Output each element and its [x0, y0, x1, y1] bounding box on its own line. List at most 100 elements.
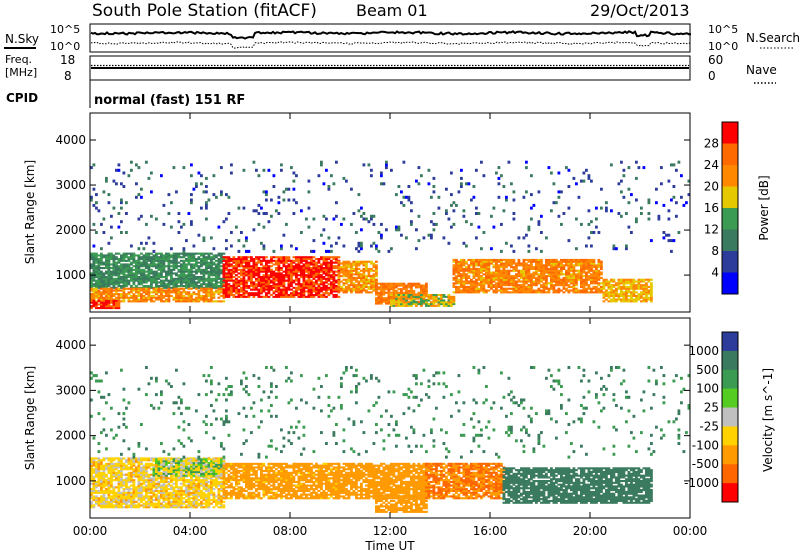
heatmap-cell — [480, 258, 483, 261]
heatmap-cell — [280, 285, 283, 288]
heatmap-cell — [225, 217, 228, 221]
heatmap-cell — [307, 277, 311, 280]
heatmap-cell — [300, 290, 303, 293]
heatmap-cell — [112, 488, 116, 491]
heatmap-cell — [447, 217, 451, 221]
heatmap-cell — [177, 298, 181, 301]
heatmap-cell — [362, 260, 366, 263]
heatmap-cell — [90, 470, 93, 473]
heatmap-cell — [602, 285, 606, 288]
heatmap-cell — [627, 289, 631, 292]
heatmap-cell — [197, 289, 201, 292]
heatmap-cell — [132, 499, 136, 502]
heatmap-cell — [377, 286, 381, 289]
heatmap-cell — [315, 276, 318, 279]
heatmap-cell — [217, 252, 221, 255]
heatmap-cell — [307, 258, 311, 261]
heatmap-cell — [517, 262, 521, 265]
heatmap-cell — [522, 269, 526, 272]
heatmap-cell — [305, 286, 308, 289]
heatmap-cell — [142, 270, 146, 273]
heatmap-cell — [335, 201, 338, 205]
heatmap-cell — [132, 252, 136, 255]
heatmap-cell — [222, 277, 226, 280]
heatmap-cell — [195, 298, 198, 301]
heatmap-cell — [210, 259, 213, 262]
heatmap-cell — [150, 265, 153, 268]
heatmap-cell — [292, 270, 296, 273]
heatmap-cell — [202, 274, 206, 277]
heatmap-cell — [190, 254, 193, 257]
heatmap-cell — [607, 282, 611, 285]
heatmap-cell — [490, 284, 493, 287]
heatmap-cell — [562, 276, 566, 279]
heatmap-cell — [470, 280, 473, 283]
heatmap-cell — [602, 293, 606, 296]
heatmap-cell — [110, 281, 113, 284]
heatmap-cell — [362, 280, 366, 283]
heatmap-cell — [245, 239, 248, 243]
heatmap-cell — [172, 287, 176, 290]
heatmap-cell — [187, 259, 191, 262]
heatmap-cell — [555, 275, 558, 278]
heatmap-cell — [340, 267, 343, 270]
heatmap-cell — [275, 277, 278, 280]
heatmap-cell — [535, 284, 538, 287]
heatmap-cell — [130, 471, 133, 474]
heatmap-cell — [170, 225, 173, 229]
heatmap-cell — [165, 259, 168, 262]
heatmap-cell — [145, 296, 148, 299]
heatmap-cell — [342, 284, 346, 287]
heatmap-cell — [150, 256, 153, 259]
heatmap-cell — [562, 284, 566, 287]
heatmap-cell — [160, 293, 163, 296]
heatmap-cell — [465, 262, 468, 265]
heatmap-cell — [95, 261, 98, 264]
heatmap-cell — [452, 258, 456, 261]
heatmap-cell — [132, 479, 136, 482]
heatmap-cell — [462, 260, 466, 263]
heatmap-cell — [117, 252, 121, 255]
heatmap-cell — [97, 499, 101, 502]
heatmap-cell — [630, 291, 633, 294]
heatmap-cell — [205, 258, 208, 261]
heatmap-cell — [247, 263, 251, 266]
heatmap-cell — [242, 288, 246, 291]
heatmap-cell — [262, 225, 266, 229]
heatmap-cell — [182, 274, 186, 277]
heatmap-cell — [310, 267, 313, 270]
heatmap-cell — [255, 294, 258, 297]
heatmap-cell — [420, 303, 423, 306]
heatmap-cell — [300, 256, 303, 259]
heatmap-cell — [565, 264, 568, 267]
heatmap-cell — [130, 168, 133, 172]
heatmap-cell — [107, 276, 111, 279]
heatmap-cell — [520, 264, 523, 267]
heatmap-cell — [355, 262, 358, 265]
heatmap-cell — [647, 296, 651, 299]
heatmap-cell — [210, 274, 213, 277]
heatmap-cell — [307, 190, 311, 194]
heatmap-cell — [95, 272, 98, 275]
heatmap-cell — [595, 266, 598, 269]
heatmap-cell — [112, 267, 116, 270]
heatmap-cell — [222, 263, 226, 266]
heatmap-cell — [107, 493, 111, 496]
heatmap-cell — [187, 212, 191, 215]
heatmap-cell — [605, 201, 608, 205]
heatmap-cell — [132, 265, 136, 268]
heatmap-cell — [135, 495, 138, 498]
heatmap-cell — [567, 278, 571, 281]
heatmap-cell — [102, 293, 106, 296]
heatmap-cell — [580, 266, 583, 269]
heatmap-cell — [220, 287, 223, 290]
heatmap-cell — [390, 301, 393, 304]
heatmap-cell — [105, 484, 108, 487]
heatmap-cell — [362, 278, 366, 281]
heatmap-cell — [675, 201, 678, 205]
heatmap-cell — [467, 282, 471, 285]
heatmap-cell — [285, 272, 288, 275]
heatmap-cell — [590, 266, 593, 269]
heatmap-cell — [395, 295, 398, 298]
